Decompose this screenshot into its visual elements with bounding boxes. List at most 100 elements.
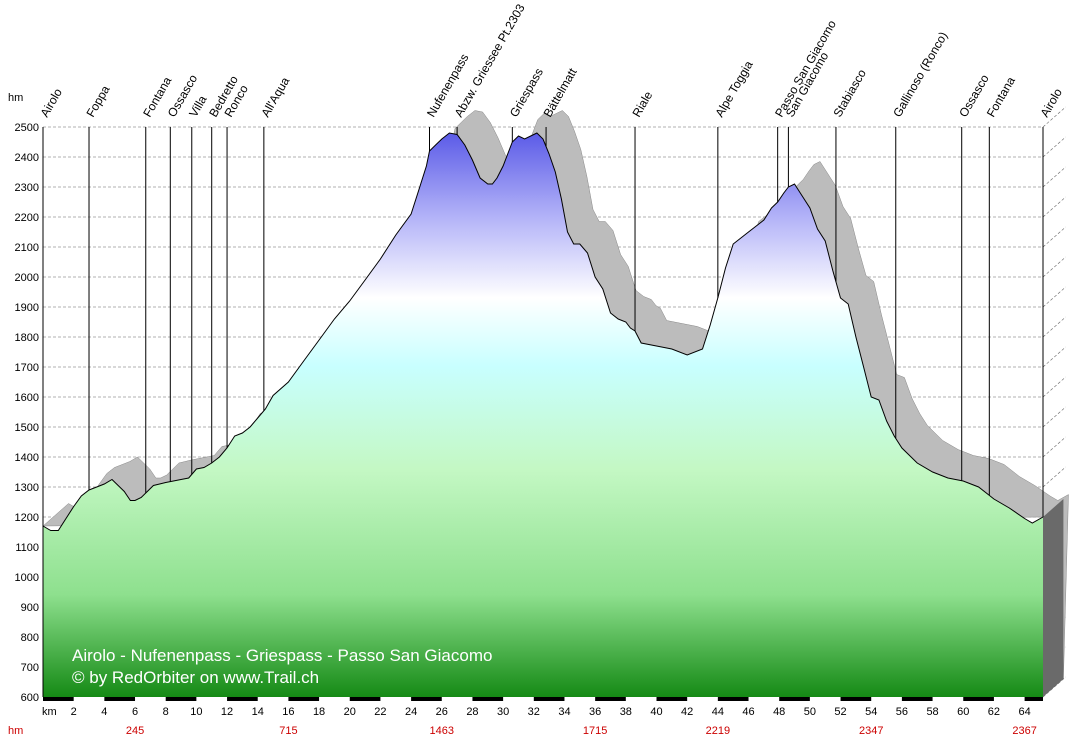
x-tick-label: 48 bbox=[773, 706, 785, 718]
x-tick-label: 30 bbox=[497, 706, 509, 718]
waypoint-label: Foppa bbox=[83, 83, 112, 120]
y-tick-label: 600 bbox=[21, 692, 39, 704]
x-tick-label: 14 bbox=[252, 706, 264, 718]
side-wall-3d bbox=[1043, 499, 1064, 697]
x-tick-label: 42 bbox=[681, 706, 693, 718]
grid-line-depth bbox=[1042, 436, 1066, 458]
x-tick-label: 20 bbox=[344, 706, 356, 718]
x-tick-label: 22 bbox=[374, 706, 386, 718]
y-tick-label: 1000 bbox=[15, 572, 39, 584]
x-tick-label: 2 bbox=[71, 706, 77, 718]
x-tick-label: 10 bbox=[190, 706, 202, 718]
y-tick-label: 1100 bbox=[15, 542, 39, 554]
grid-line-depth bbox=[1042, 226, 1066, 248]
x-tick-label: 12 bbox=[221, 706, 233, 718]
y-tick-label: 2000 bbox=[15, 272, 39, 284]
ascent-label: 2367 bbox=[1012, 725, 1036, 736]
waypoint-label: Airolo bbox=[1037, 86, 1065, 120]
x-tick-label: 40 bbox=[650, 706, 662, 718]
x-axis-band-seg bbox=[380, 697, 412, 701]
y-tick-label: 1800 bbox=[15, 332, 39, 344]
y-tick-label: 1700 bbox=[15, 362, 39, 374]
ascent-label: 2347 bbox=[859, 725, 883, 736]
x-axis-band-seg bbox=[687, 697, 718, 701]
x-tick-label: 24 bbox=[405, 706, 417, 718]
grid-line-depth bbox=[1042, 406, 1066, 428]
grid-line-depth bbox=[1042, 166, 1066, 188]
x-axis-band-seg bbox=[993, 697, 1025, 701]
x-tick-label: 62 bbox=[988, 706, 1000, 718]
y-tick-label: 1300 bbox=[15, 482, 39, 494]
ascent-label: 2219 bbox=[706, 725, 730, 736]
waypoint-label: Riale bbox=[629, 89, 655, 120]
grid-line-depth bbox=[1042, 346, 1066, 368]
chart-title: Airolo - Nufenenpass - Griespass - Passo… bbox=[72, 646, 492, 665]
x-tick-label: 64 bbox=[1018, 706, 1030, 718]
waypoint-labels: Airolo Foppa FontanaOssascoVillaBedrettoRo… bbox=[37, 1, 1065, 119]
grid-line-depth bbox=[1042, 376, 1066, 398]
x-axis-band-seg bbox=[441, 697, 473, 701]
y-tick-label: 900 bbox=[21, 602, 39, 614]
x-axis-band-seg bbox=[871, 697, 902, 701]
grid-line-depth bbox=[1042, 196, 1066, 218]
x-tick-label: 8 bbox=[163, 706, 169, 718]
y-axis-unit-label: hm bbox=[8, 92, 23, 104]
x-axis-band-seg bbox=[135, 697, 166, 701]
hm-row-label: hm bbox=[8, 725, 23, 736]
x-tick-label: 52 bbox=[834, 706, 846, 718]
ascent-label: 715 bbox=[279, 725, 297, 736]
y-tick-label: 2500 bbox=[15, 122, 39, 134]
x-axis-band-seg bbox=[748, 697, 780, 701]
y-tick-label: 2300 bbox=[15, 182, 39, 194]
waypoint-label: Airolo bbox=[37, 86, 65, 120]
y-tick-label: 2400 bbox=[15, 152, 39, 164]
y-tick-label: 1600 bbox=[15, 392, 39, 404]
x-axis-band-seg bbox=[196, 697, 228, 701]
y-tick-label: 1200 bbox=[15, 512, 39, 524]
x-axis-band bbox=[43, 697, 1043, 701]
ascent-label: 1463 bbox=[430, 725, 454, 736]
x-tick-label: 54 bbox=[865, 706, 877, 718]
waypoint-label: Passo San Giacomo bbox=[772, 17, 839, 119]
grid-line-depth bbox=[1042, 256, 1066, 278]
profile-fill-area bbox=[43, 133, 1043, 697]
y-tick-label: 1900 bbox=[15, 302, 39, 314]
x-axis-band-seg bbox=[503, 697, 534, 701]
waypoint-label: Stabiasco bbox=[830, 67, 869, 120]
y-tick-label: 2100 bbox=[15, 242, 39, 254]
waypoint-label: All'Aqua bbox=[258, 74, 292, 119]
y-axis: 600 700 800 900 1000 1100 1200 1300 1400 1500 1600… bbox=[15, 122, 44, 704]
ascent-label: 1715 bbox=[583, 725, 607, 736]
x-axis-band-seg bbox=[73, 697, 105, 701]
ascent-label: 245 bbox=[126, 725, 144, 736]
y-tick-label: 1400 bbox=[15, 452, 39, 464]
waypoint-label: Alpe Toggia bbox=[712, 58, 756, 119]
x-axis-band-seg bbox=[257, 697, 289, 701]
profile-line bbox=[42, 132, 1044, 531]
x-tick-label: 36 bbox=[589, 706, 601, 718]
x-axis-band-seg bbox=[809, 697, 841, 701]
x-tick-label: 4 bbox=[101, 706, 107, 718]
x-tick-label: 32 bbox=[528, 706, 540, 718]
x-tick-label: 58 bbox=[926, 706, 938, 718]
x-axis-band-seg bbox=[932, 697, 964, 701]
chart-credit: © by RedOrbiter on www.Trail.ch bbox=[72, 668, 319, 687]
ascent-labels: 245 715 1463 1715 2219 2347 2367 bbox=[126, 725, 1037, 736]
x-axis: 2 4 6 8 10 12 14 16 18 20 22 24 26 28 30 32 34 36 38 40 42 44… bbox=[43, 697, 1043, 718]
x-tick-label: 26 bbox=[436, 706, 448, 718]
x-tick-label: 44 bbox=[712, 706, 724, 718]
x-tick-label: 34 bbox=[558, 706, 570, 718]
x-tick-label: 56 bbox=[896, 706, 908, 718]
x-axis-unit-label: km bbox=[42, 706, 57, 718]
y-tick-label: 800 bbox=[21, 632, 39, 644]
waypoint-label: Gallinoso (Ronco) bbox=[890, 29, 950, 119]
grid-line-depth bbox=[1042, 466, 1066, 488]
y-tick-label: 700 bbox=[21, 662, 39, 674]
x-tick-label: 46 bbox=[742, 706, 754, 718]
x-tick-label: 18 bbox=[313, 706, 325, 718]
x-tick-label: 38 bbox=[620, 706, 632, 718]
x-tick-label: 6 bbox=[132, 706, 138, 718]
y-tick-label: 1500 bbox=[15, 422, 39, 434]
grid-line-depth bbox=[1042, 106, 1066, 128]
